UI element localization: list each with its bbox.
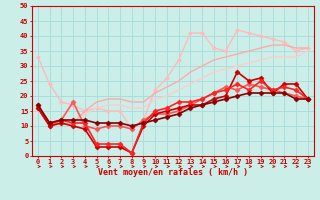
X-axis label: Vent moyen/en rafales ( km/h ): Vent moyen/en rafales ( km/h ): [98, 168, 248, 177]
